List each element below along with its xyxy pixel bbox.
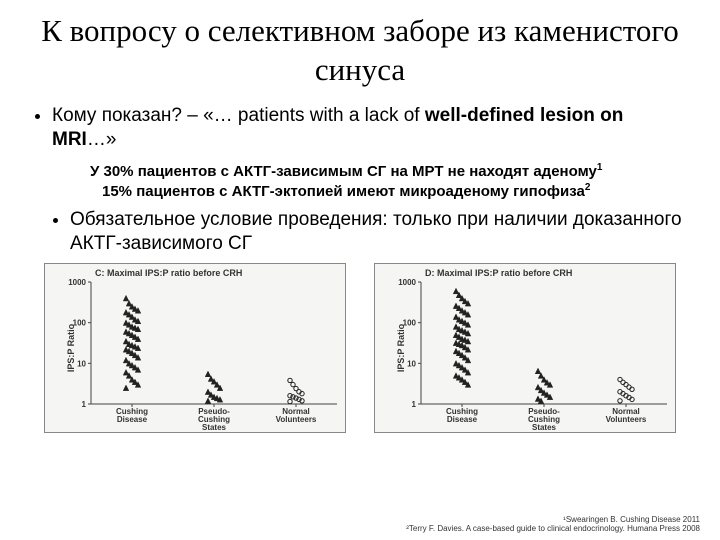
sub-line-1: У 30% пациентов с АКТГ-зависимым СГ на М… xyxy=(90,163,602,180)
sub-line-2-sup: 2 xyxy=(585,182,591,193)
svg-text:Disease: Disease xyxy=(117,415,148,424)
sub-line-2: 15% пациентов с АКТГ-эктопией имеют микр… xyxy=(102,181,690,202)
svg-text:1000: 1000 xyxy=(68,278,86,287)
svg-text:Volunteers: Volunteers xyxy=(606,415,647,424)
sub-line-1-text: У 30% пациентов с АКТГ-зависимым СГ на М… xyxy=(90,163,597,180)
svg-text:Disease: Disease xyxy=(447,415,478,424)
svg-text:10: 10 xyxy=(407,360,416,369)
svg-text:Volunteers: Volunteers xyxy=(276,415,317,424)
page-title: К вопросу о селективном заборе из камени… xyxy=(30,12,690,90)
svg-text:1: 1 xyxy=(412,400,417,409)
footnote-1: ¹Swearingen B. Cushing Disease 2011 xyxy=(406,515,700,525)
charts-row: IPS:P Ratio C: Maximal IPS:P ratio befor… xyxy=(30,263,690,433)
sub-block: У 30% пациентов с АКТГ-зависимым СГ на М… xyxy=(90,161,690,202)
chart-panel-c: IPS:P Ratio C: Maximal IPS:P ratio befor… xyxy=(44,263,346,433)
bullet-1-suffix: …» xyxy=(87,129,117,150)
svg-text:1: 1 xyxy=(82,400,87,409)
svg-text:States: States xyxy=(202,423,227,432)
svg-text:10: 10 xyxy=(77,360,86,369)
footnote-2: ²Terry F. Davies. A case-based guide to … xyxy=(406,524,700,534)
sub-line-1-sup: 1 xyxy=(597,162,603,173)
svg-text:1000: 1000 xyxy=(398,278,416,287)
svg-text:States: States xyxy=(532,423,557,432)
bullet-2: Обязательное условие проведения: только … xyxy=(70,208,690,256)
bullet-list-1: Кому показан? – «… patients with a lack … xyxy=(30,104,690,153)
sub-line-2-text: 15% пациентов с АКТГ-эктопией имеют микр… xyxy=(102,183,585,200)
svg-text:100: 100 xyxy=(403,319,417,328)
slide: К вопросу о селективном заборе из камени… xyxy=(0,0,720,540)
bullet-1-prefix: Кому показан? – «… patients with a lack … xyxy=(52,105,425,126)
bullet-1: Кому показан? – «… patients with a lack … xyxy=(52,104,690,153)
bullet-list-2: Обязательное условие проведения: только … xyxy=(30,208,690,256)
chart-d-svg: 1101001000CushingDiseasePseudo-CushingSt… xyxy=(375,264,675,432)
svg-text:100: 100 xyxy=(73,319,87,328)
chart-panel-d: IPS:P Ratio D: Maximal IPS:P ratio befor… xyxy=(374,263,676,433)
chart-c-svg: 1101001000CushingDiseasePseudo-CushingSt… xyxy=(45,264,345,432)
footnotes: ¹Swearingen B. Cushing Disease 2011 ²Ter… xyxy=(406,515,700,534)
